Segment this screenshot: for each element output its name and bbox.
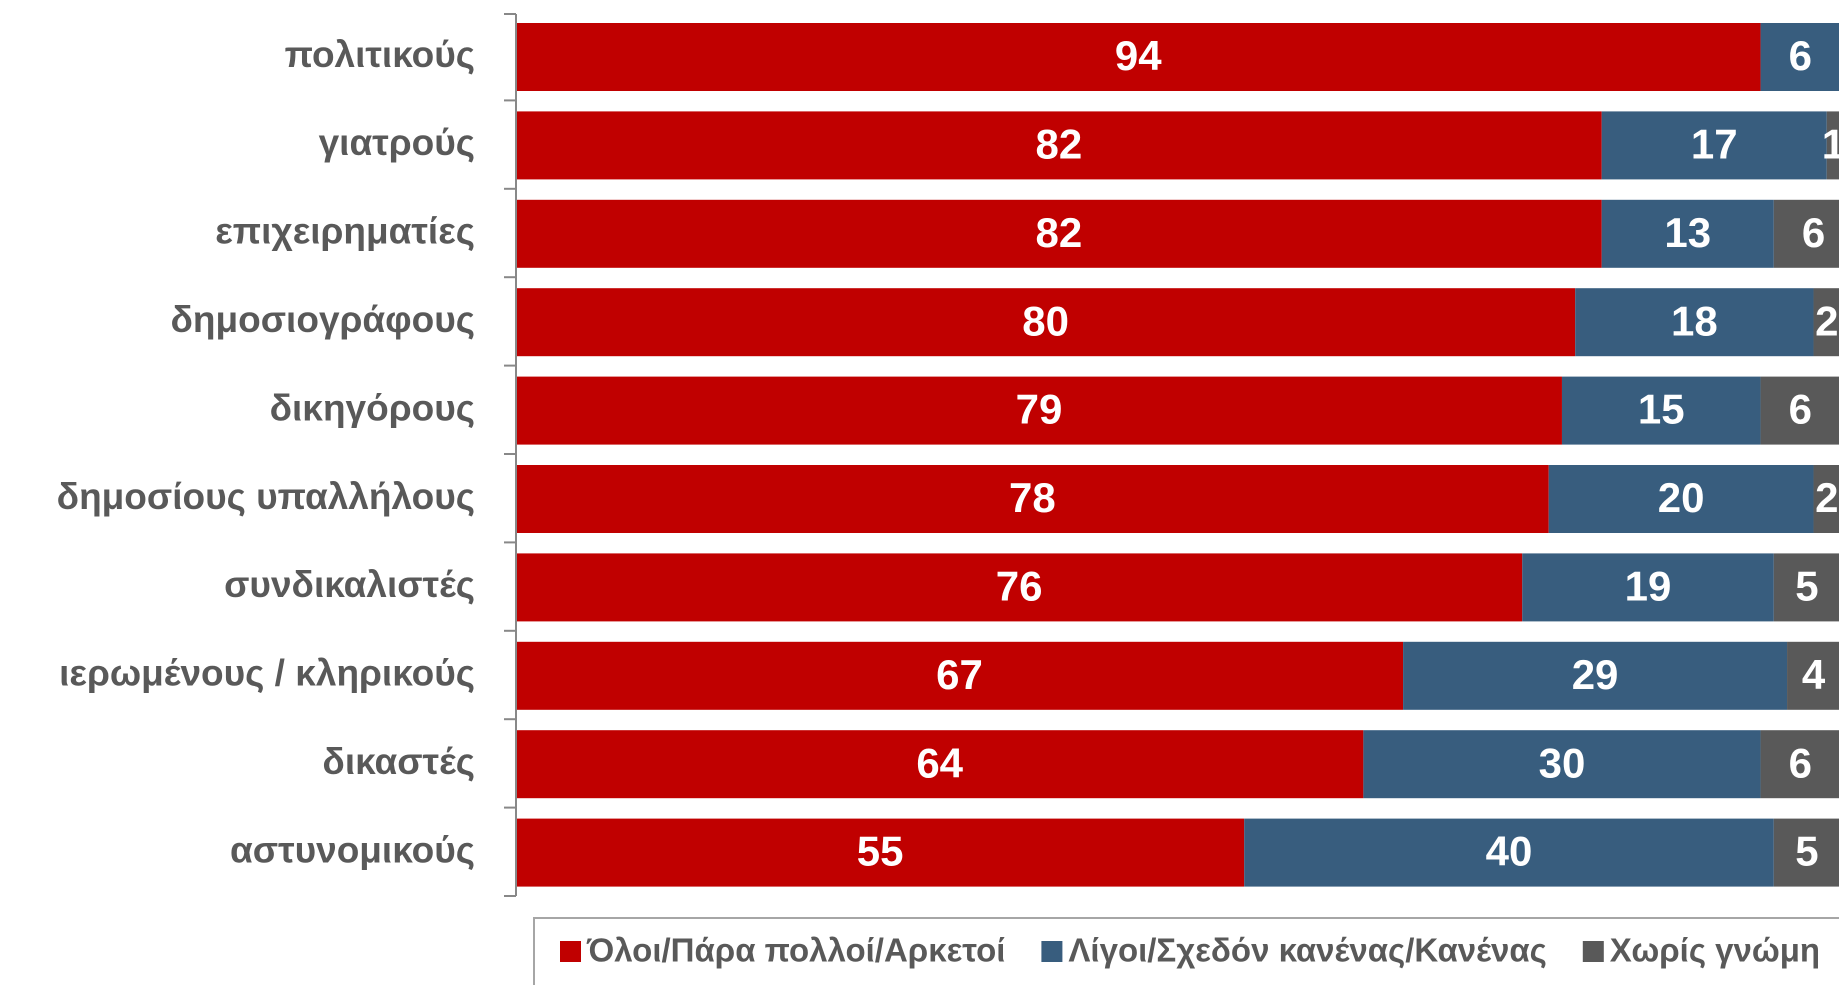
bar-segment: [516, 111, 1602, 180]
y-tick-label: επιχειρηματίες: [215, 211, 475, 252]
data-label: 6: [1802, 209, 1825, 256]
bar-segment: [1363, 730, 1761, 799]
data-label: 30: [1539, 739, 1586, 786]
bar-segment: [1601, 111, 1827, 180]
bar-segment: [1760, 376, 1839, 445]
data-label: 79: [1016, 386, 1063, 433]
bar-segment: [1403, 641, 1788, 710]
y-tick-label: γιατρούς: [319, 122, 475, 163]
data-label: 64: [916, 739, 963, 786]
bar-segment: [1575, 288, 1814, 357]
data-label: 18: [1671, 297, 1718, 344]
bar-segment: [1561, 376, 1761, 445]
data-label: 6: [1789, 386, 1812, 433]
data-label: 55: [857, 828, 904, 875]
bar-segment: [516, 199, 1602, 268]
data-label: 67: [936, 651, 983, 698]
data-label: 2: [1815, 297, 1838, 344]
bar-segment: [1244, 818, 1774, 887]
bar-segment: [1813, 288, 1839, 357]
data-label: 40: [1486, 828, 1533, 875]
legend-label: Λίγοι/Σχεδόν κανένας/Κανένας: [1068, 932, 1546, 969]
data-label: 78: [1009, 474, 1056, 521]
y-tick-label: δημοσίους υπαλλήλους: [57, 476, 475, 517]
data-label: 6: [1789, 32, 1812, 79]
y-tick-label: ιερωμένους / κληρικούς: [59, 653, 475, 694]
data-label: 20: [1658, 474, 1705, 521]
y-tick-label: αστυνομικούς: [230, 829, 475, 870]
bar-segment: [1522, 553, 1774, 622]
legend-swatch: [560, 941, 581, 962]
data-label: 5: [1795, 828, 1818, 875]
bar-segment: [1826, 111, 1839, 180]
bar-segment: [1773, 553, 1839, 622]
legend-swatch: [1582, 941, 1604, 962]
bar-segment: [1787, 641, 1839, 710]
bar-segment: [516, 288, 1576, 357]
data-label: 1: [1822, 120, 1839, 167]
y-tick-label: δημοσιογράφους: [170, 299, 475, 340]
bar-segment: [516, 641, 1404, 710]
data-label: 80: [1022, 297, 1069, 344]
bar-segment: [516, 818, 1245, 887]
data-label: 76: [996, 562, 1043, 609]
bar-segment: [1813, 465, 1839, 533]
data-label: 82: [1035, 209, 1082, 256]
bar-segment: [516, 553, 1523, 622]
data-label: 13: [1664, 209, 1711, 256]
bar-segment: [516, 730, 1364, 799]
data-label: 19: [1625, 562, 1672, 609]
legend-label: Όλοι/Πάρα πολλοί/Αρκετοί: [586, 932, 1005, 969]
legend-box: [533, 917, 1839, 985]
y-tick-label: δικηγόρους: [270, 387, 475, 428]
bar-segment: [516, 465, 1549, 533]
bar-segment: [1760, 23, 1839, 91]
y-tick-label: συνδικαλιστές: [224, 564, 475, 605]
data-label: 5: [1795, 562, 1818, 609]
bar-segment: [1773, 818, 1839, 887]
bar-segment: [516, 376, 1562, 445]
y-tick-label: πολιτικούς: [285, 34, 475, 75]
data-label: 4: [1802, 651, 1826, 698]
data-label: 17: [1691, 120, 1738, 167]
data-label: 2: [1815, 474, 1838, 521]
legend-swatch: [1041, 941, 1063, 962]
bar-segment: [516, 23, 1761, 91]
data-label: 15: [1638, 386, 1685, 433]
data-label: 94: [1115, 32, 1162, 79]
data-label: 6: [1789, 739, 1812, 786]
bar-segment: [1773, 199, 1839, 268]
y-tick-label: δικαστές: [322, 741, 475, 782]
bar-segment: [1601, 199, 1774, 268]
data-label: 29: [1572, 651, 1619, 698]
legend-label: Χωρίς γνώμη: [1610, 932, 1820, 969]
data-label: 82: [1035, 120, 1082, 167]
bar-segment: [1760, 730, 1839, 799]
bar-segment: [1548, 465, 1814, 533]
